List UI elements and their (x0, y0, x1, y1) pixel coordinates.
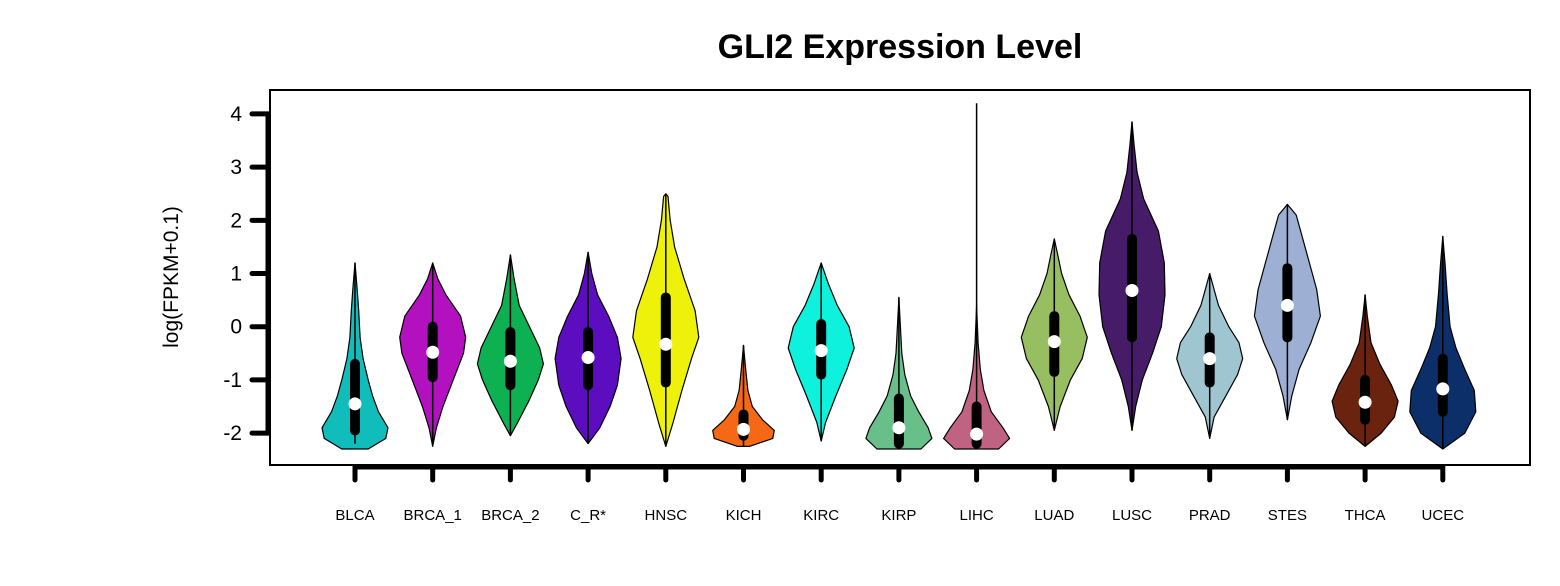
violin-median-point (503, 354, 517, 368)
violin-thca (1331, 294, 1399, 447)
violin-median-point (1280, 298, 1294, 312)
violin-median-point (737, 422, 750, 436)
violin-stes (1253, 203, 1321, 421)
x-tick-label: THCA (1345, 507, 1386, 524)
x-axis: BLCA BRCA_1 BRCA_2 C_R* HNSC KICH KIRC KIRP LIHC… (335, 464, 1465, 524)
y-tick-label: 2 (230, 209, 242, 232)
violin-hnsc (632, 193, 700, 447)
x-tick-label: KIRP (881, 507, 916, 524)
y-tick-label: 3 (230, 156, 242, 179)
x-tick-label: HNSC (645, 507, 688, 524)
x-tick-label: BLCA (335, 507, 374, 524)
violin-median-point (348, 397, 362, 411)
violin-median-point (1436, 382, 1450, 396)
x-tick-label: UCEC (1422, 507, 1465, 524)
x-tick-label: LIHC (960, 507, 994, 524)
violin-median-point (1125, 284, 1139, 298)
y-tick-label: 4 (230, 103, 242, 126)
violin-lusc (1098, 121, 1166, 431)
violin-median-point (1358, 395, 1372, 409)
x-tick-label: STES (1268, 507, 1307, 524)
violin-c-r- (554, 251, 622, 445)
y-tick-label: 1 (230, 263, 242, 286)
x-tick-label: C_R* (570, 507, 606, 524)
x-tick-label: BRCA_1 (404, 507, 462, 524)
y-tick-label: -2 (223, 422, 242, 445)
violin-median-point (659, 337, 673, 351)
violin-median-point (1047, 335, 1061, 349)
x-tick-label: LUAD (1034, 507, 1074, 524)
violin-ucec (1409, 235, 1477, 450)
violin-median-point (581, 351, 595, 365)
violins (321, 103, 1477, 450)
x-tick-label: PRAD (1189, 507, 1231, 524)
violin-median-point (814, 344, 828, 358)
x-tick-label: KICH (726, 507, 762, 524)
y-axis-label: log(FPKM+0.1) (160, 206, 183, 348)
x-tick-label: LUSC (1112, 507, 1152, 524)
y-tick-label: -1 (223, 369, 242, 392)
x-tick-label: KIRC (803, 507, 839, 524)
violin-median-point (1203, 352, 1217, 366)
y-axis: 4 3 2 1 0 -1 -2 (223, 103, 271, 445)
violin-median-point (426, 345, 440, 359)
violin-brca-1 (399, 262, 467, 447)
violin-kirp (865, 296, 933, 450)
violin-blca (321, 262, 389, 450)
violin-luad (1020, 238, 1088, 431)
violin-kirc (787, 262, 855, 442)
x-tick-label: BRCA_2 (481, 507, 539, 524)
violin-brca-2 (476, 254, 544, 437)
chart-title: GLI2 Expression Level (718, 28, 1083, 66)
y-tick-label: 0 (230, 316, 242, 339)
violin-kich (712, 344, 775, 447)
violin-prad (1176, 272, 1244, 439)
violin-median-point (970, 427, 984, 441)
violin-median-point (892, 421, 906, 435)
violin-lihc (943, 103, 1011, 450)
